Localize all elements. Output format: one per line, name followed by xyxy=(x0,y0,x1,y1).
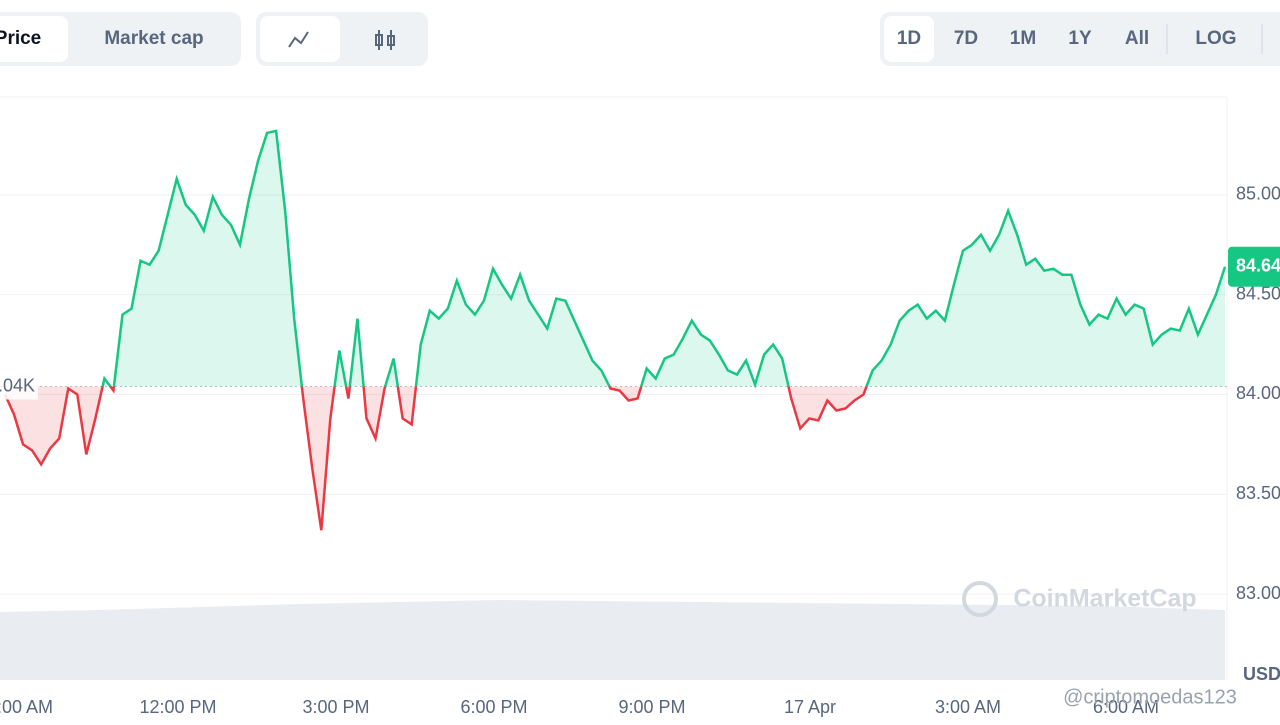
range-button[interactable]: 7D xyxy=(954,28,978,49)
range-button[interactable]: 1D xyxy=(897,28,921,49)
price-tag xyxy=(1228,246,1280,287)
x-tick-label: 3:00 PM xyxy=(302,697,369,717)
price-tag-label: 84.64 xyxy=(1236,255,1280,275)
x-tick-label: 3:00 AM xyxy=(935,697,1001,717)
y-tick-label: 85.00 xyxy=(1236,184,1280,204)
line-chart-button[interactable] xyxy=(260,16,340,62)
range-button[interactable]: 1M xyxy=(1010,28,1036,49)
tab-price[interactable]: Price xyxy=(0,28,41,49)
line-down xyxy=(3,386,868,531)
area-down xyxy=(5,386,867,531)
x-tick-label: 9:00 AM xyxy=(0,697,53,717)
range-button[interactable]: All xyxy=(1125,28,1149,49)
volume-area xyxy=(0,600,1225,680)
range-active[interactable] xyxy=(884,16,934,62)
watermark-logo xyxy=(962,581,998,617)
y-unit: USD xyxy=(1243,664,1280,684)
log-button[interactable]: LOG xyxy=(1195,28,1236,49)
x-tick-label: 9:00 PM xyxy=(618,697,685,717)
y-tick-label: 83.50 xyxy=(1236,483,1280,503)
range-button[interactable]: 1Y xyxy=(1068,28,1092,49)
line-up xyxy=(67,129,1227,387)
x-tick-label: 6:00 PM xyxy=(460,697,527,717)
baseline-label: 84.04K xyxy=(0,375,35,395)
area-up xyxy=(5,130,1225,387)
baseline-label-bg xyxy=(0,373,38,400)
line-icon xyxy=(288,31,309,48)
range-group xyxy=(880,12,1280,66)
x-tick-label: 12:00 PM xyxy=(139,697,216,717)
y-tick-label: 84.50 xyxy=(1236,283,1280,303)
candle-icon[interactable] xyxy=(375,30,395,50)
watermark: CoinMarketCap xyxy=(1013,585,1196,613)
x-tick-label: 17 Apr xyxy=(784,697,836,717)
tab-market-cap[interactable]: Market cap xyxy=(104,28,203,49)
tab-active[interactable] xyxy=(0,16,68,62)
y-tick-label: 83.00 xyxy=(1236,583,1280,603)
credit: @criptomoedas123 xyxy=(1063,686,1237,708)
y-tick-label: 84.00 xyxy=(1236,383,1280,403)
x-tick-label: 6:00 AM xyxy=(1093,697,1159,717)
